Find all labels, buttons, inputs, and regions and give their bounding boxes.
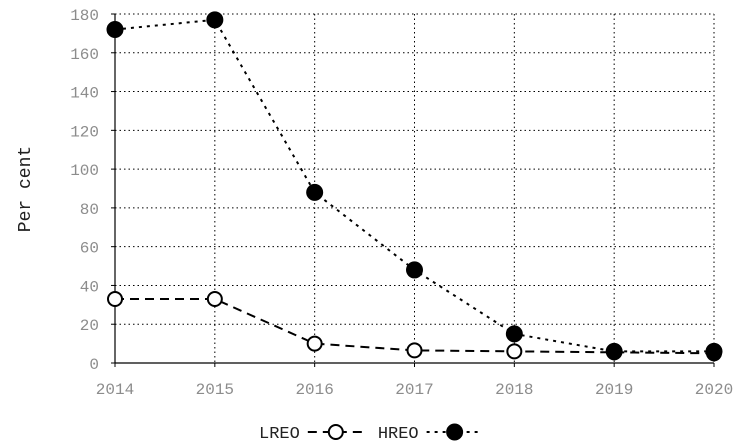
data-point-hreo-2017 — [406, 261, 423, 279]
legend-marker-hreo — [446, 423, 464, 441]
data-point-lreo-2016 — [306, 335, 323, 352]
y-tick-label-120: 120 — [70, 123, 99, 141]
y-tick-label-0: 0 — [89, 356, 99, 374]
data-point-hreo-2019 — [605, 342, 623, 360]
y-tick-label-80: 80 — [80, 201, 99, 219]
y-tick-label-60: 60 — [80, 240, 99, 258]
x-tick-label-2015: 2015 — [196, 381, 234, 399]
data-point-hreo-2015 — [206, 11, 224, 29]
legend-label-lreo: LREO — [259, 425, 300, 444]
data-point-lreo-2015 — [206, 291, 223, 308]
data-point-hreo-2020 — [705, 342, 723, 360]
x-tick-label-2014: 2014 — [96, 381, 134, 399]
y-tick-label-140: 140 — [70, 85, 99, 103]
x-tick-label-2017: 2017 — [395, 381, 433, 399]
data-point-lreo-2018 — [506, 343, 523, 360]
y-tick-label-160: 160 — [70, 46, 99, 64]
legend-label-hreo: HREO — [378, 425, 419, 444]
axis-layer — [111, 13, 715, 367]
label-layer: Per cent 0 20 40 60 80 100 120 140 160 180 2014 201… — [16, 7, 733, 399]
legend-marker-lreo — [327, 424, 344, 440]
y-tick-label-100: 100 — [70, 162, 99, 180]
x-tick-label-2018: 2018 — [495, 381, 533, 399]
data-point-lreo-2017 — [406, 342, 423, 359]
y-axis-title: Per cent — [16, 146, 36, 232]
series-layer — [106, 11, 723, 362]
data-point-hreo-2018 — [505, 325, 523, 343]
grid-layer — [115, 13, 715, 363]
data-point-lreo-2014 — [107, 291, 123, 308]
x-tick-label-2020: 2020 — [695, 381, 733, 399]
data-point-hreo-2014 — [106, 21, 124, 39]
x-tick-label-2016: 2016 — [295, 381, 333, 399]
y-tick-label-180: 180 — [70, 7, 99, 25]
y-tick-label-20: 20 — [80, 317, 99, 335]
y-tick-label-40: 40 — [80, 278, 99, 296]
data-point-hreo-2016 — [306, 183, 324, 201]
legend: LREO HREO — [259, 423, 483, 444]
x-tick-label-2019: 2019 — [595, 381, 633, 399]
